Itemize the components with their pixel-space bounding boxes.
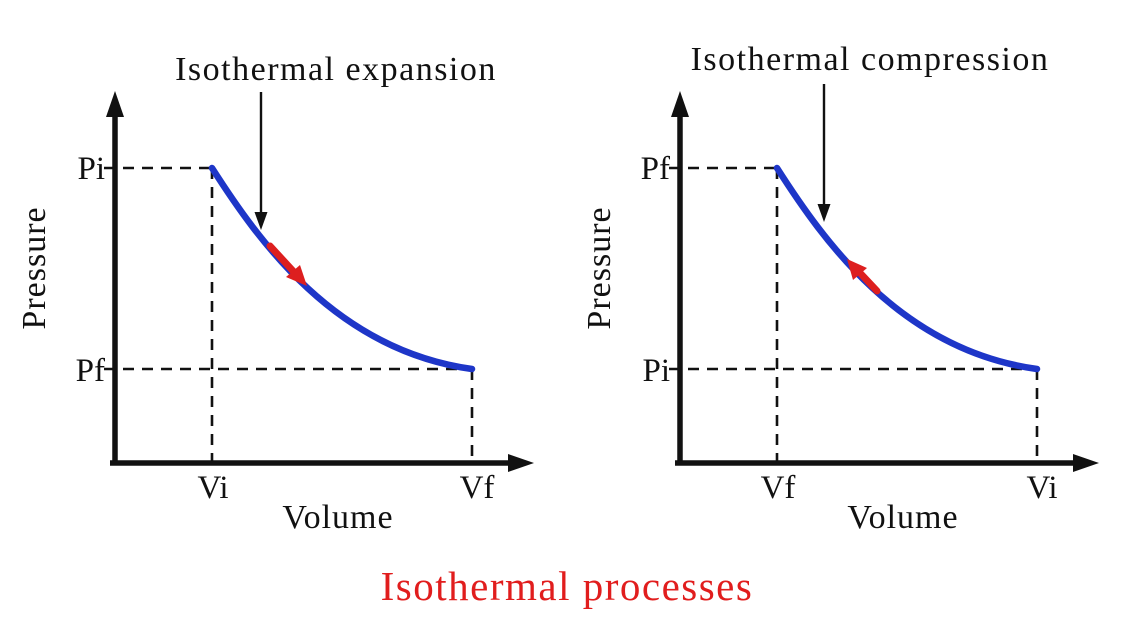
pressure-bottom-label: Pi (642, 353, 670, 389)
direction-arrowhead-icon (286, 265, 307, 286)
x-axis-name: Volume (282, 499, 393, 536)
expansion-panel: Isothermal expansion Pi Pf Vi Vf (0, 0, 565, 550)
pressure-top-label: Pf (641, 151, 670, 187)
direction-arrow-shaft (266, 242, 297, 275)
x-axis-arrowhead-icon (508, 454, 534, 472)
x-axis-arrowhead-icon (1073, 454, 1099, 472)
volume-left-label: Vi (197, 470, 228, 506)
isotherm-curve (208, 164, 476, 373)
title-pointer-arrowhead-icon (254, 212, 268, 230)
y-axis-name: Pressure (581, 206, 618, 329)
compression-panel: Isothermal compression Pf Pi Vf Vi (565, 0, 1134, 550)
title-pointer-arrowhead-icon (817, 204, 831, 222)
volume-right-label: Vi (1026, 470, 1057, 506)
volume-left-label: Vf (761, 470, 796, 506)
pressure-top-label: Pi (77, 151, 105, 187)
pressure-bottom-label: Pf (76, 353, 105, 389)
expansion-chart: Isothermal expansion Pi Pf Vi Vf (16, 51, 534, 536)
x-axis-name: Volume (847, 499, 958, 536)
compression-chart: Isothermal compression Pf Pi Vf Vi (581, 41, 1099, 536)
figure-caption: Isothermal processes (380, 563, 754, 609)
isotherm-curve (773, 164, 1041, 373)
volume-right-label: Vf (460, 470, 495, 506)
y-axis-name: Pressure (16, 206, 53, 329)
direction-arrow-shaft (857, 270, 881, 295)
chart-title: Isothermal expansion (175, 51, 497, 88)
direction-arrowhead-icon (847, 259, 867, 280)
chart-title: Isothermal compression (691, 41, 1050, 78)
y-axis-arrowhead-icon (671, 91, 689, 117)
y-axis-arrowhead-icon (106, 91, 124, 117)
